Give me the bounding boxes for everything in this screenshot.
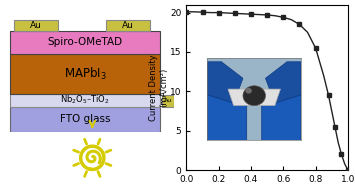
FancyBboxPatch shape (10, 31, 160, 54)
Y-axis label: Current Density
(mA/cm²): Current Density (mA/cm²) (149, 54, 169, 121)
Text: Spiro-OMeTAD: Spiro-OMeTAD (48, 37, 123, 47)
FancyBboxPatch shape (10, 107, 160, 132)
Text: Au: Au (122, 21, 134, 30)
FancyBboxPatch shape (10, 94, 160, 107)
FancyBboxPatch shape (162, 95, 174, 107)
Text: Au: Au (164, 98, 172, 103)
FancyBboxPatch shape (106, 20, 150, 31)
Text: Au: Au (30, 21, 42, 30)
FancyBboxPatch shape (10, 54, 160, 94)
Text: Nb$_2$O$_5$–TiO$_2$: Nb$_2$O$_5$–TiO$_2$ (60, 94, 110, 106)
Text: MAPbI$_3$: MAPbI$_3$ (64, 66, 107, 82)
FancyBboxPatch shape (14, 20, 58, 31)
Text: FTO glass: FTO glass (60, 115, 111, 124)
